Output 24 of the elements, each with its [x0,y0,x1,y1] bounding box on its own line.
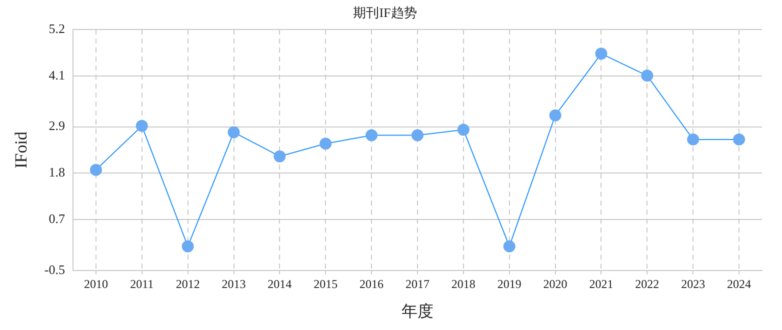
x-tick-label: 2010 [84,276,108,291]
x-tick-label: 2021 [589,276,614,291]
x-tick-label: 2014 [268,276,292,291]
y-tick-label: 4.1 [48,67,65,82]
x-tick-label: 2011 [130,276,154,291]
x-tick-label: 2016 [360,276,384,291]
y-axis-title: IFoid [12,131,31,168]
x-tick-label: 2015 [314,276,338,291]
x-tick-label: 2019 [497,276,522,291]
x-tick-label: 2022 [635,276,660,291]
x-tick-label: 2013 [222,276,246,291]
x-tick-label: 2018 [451,276,476,291]
y-tick-label: 0.7 [48,211,66,226]
x-tick-label: 2020 [543,276,568,291]
y-tick-label: 5.2 [48,21,65,36]
y-tick-label: -0.5 [44,262,65,277]
y-tick-label: 1.8 [48,164,65,180]
x-tick-label: 2017 [405,276,430,291]
chart-title: 期刊IF趋势 [353,5,417,20]
x-tick-label: 2012 [176,276,200,291]
x-axis-title: 年度 [401,302,434,321]
y-tick-label: 2.9 [48,118,65,134]
x-tick-label: 2024 [727,276,752,291]
x-tick-label: 2023 [681,276,706,291]
